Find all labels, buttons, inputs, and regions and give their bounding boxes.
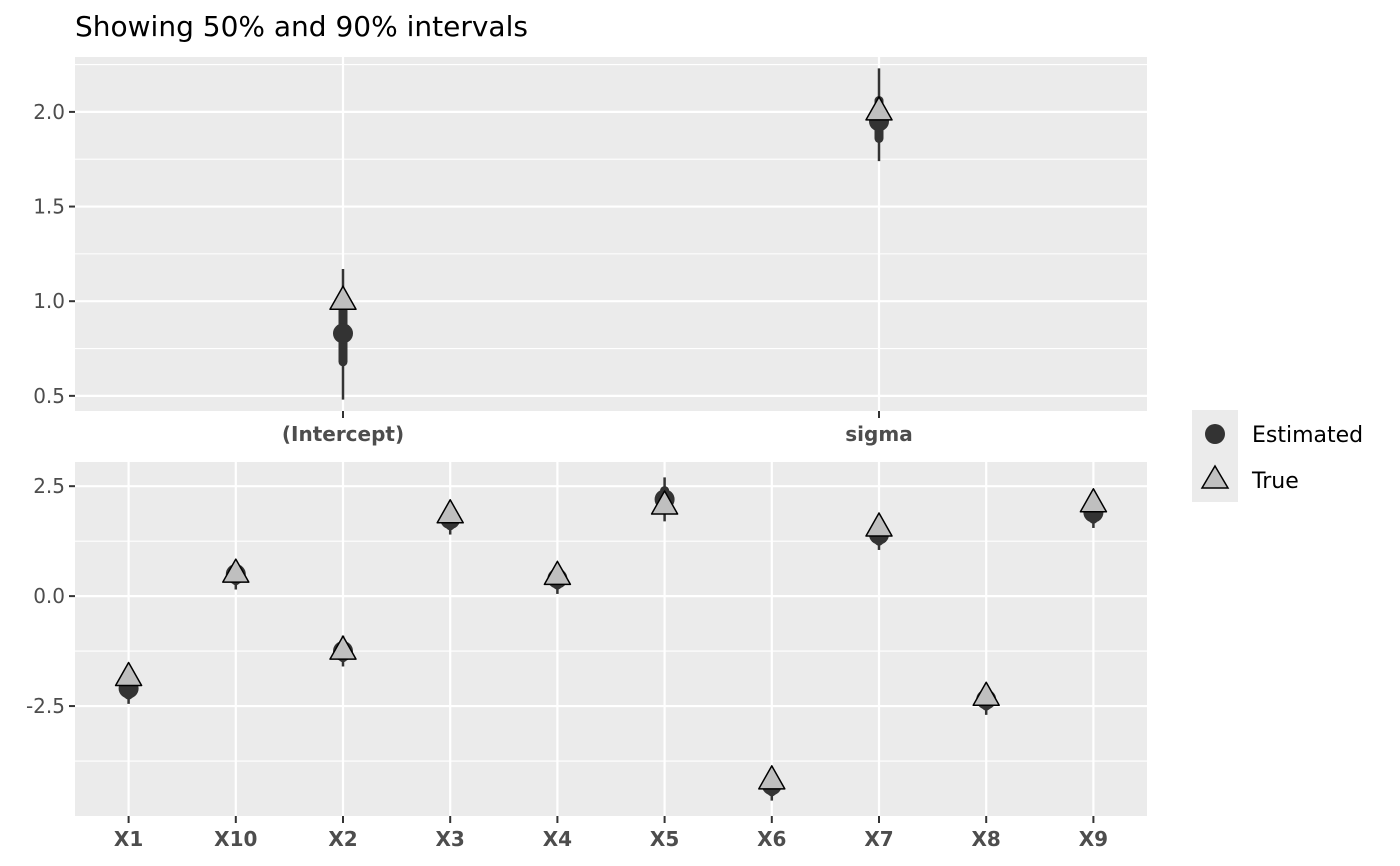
- panel-1: 0.5 1.0 1.5 2.0 (Intercept) sigma: [33, 57, 1147, 446]
- parameter-X5: [650, 477, 679, 522]
- true-point: [436, 499, 464, 524]
- x-tick-label: X2: [328, 827, 357, 851]
- parameter-(Intercept): [329, 269, 357, 400]
- legend-label-true: True: [1251, 469, 1299, 494]
- true-point: [865, 96, 893, 121]
- x-tick-label: sigma: [845, 422, 912, 446]
- parameter-X7: [865, 512, 893, 550]
- y-tick-label: 2.0: [33, 100, 65, 124]
- parameter-X2: [329, 635, 357, 667]
- true-point: [650, 490, 679, 515]
- y-tick-label: -2.5: [26, 694, 65, 718]
- panels: 0.5 1.0 1.5 2.0 (Intercept) sigma -2.5 0.0 2.5 X1…: [26, 57, 1147, 851]
- true-point: [329, 635, 357, 660]
- true-point: [329, 285, 357, 310]
- y-tick-label: 1.0: [33, 289, 65, 313]
- legend-estimated-key: [1205, 424, 1225, 444]
- x-tick-label: X8: [972, 827, 1001, 851]
- y-tick-label: 2.5: [33, 474, 65, 498]
- panel-2: -2.5 0.0 2.5 X1 X10 X2 X3 X4 X5 X6 X7 X8 X9: [26, 462, 1147, 851]
- legend: Estimated True: [1192, 410, 1363, 502]
- chart-title: Showing 50% and 90% intervals: [75, 10, 528, 43]
- y-tick-label: 0.5: [33, 384, 65, 408]
- parameter-X3: [436, 499, 464, 535]
- parameter-sigma: [865, 68, 893, 162]
- true-point: [1079, 488, 1108, 513]
- x-tick-label: (Intercept): [282, 422, 404, 446]
- x-tick-label: X3: [436, 827, 465, 851]
- true-point: [758, 765, 786, 790]
- x-tick-label: X6: [757, 827, 786, 851]
- parameter-X1: [114, 661, 143, 704]
- legend-true-key: [1200, 464, 1230, 489]
- panel-background: [75, 57, 1147, 411]
- x-tick-label: X10: [214, 827, 257, 851]
- legend-label-estimated: Estimated: [1252, 423, 1363, 448]
- true-point: [114, 661, 143, 687]
- true-point: [222, 558, 250, 583]
- x-tick-label: X7: [864, 827, 893, 851]
- parameter-X10: [222, 558, 250, 590]
- x-tick-label: X5: [650, 827, 679, 851]
- x-tick-label: X4: [543, 827, 572, 851]
- parameter-X4: [543, 560, 572, 594]
- parameter-X8: [972, 681, 1000, 715]
- parameter-X9: [1079, 488, 1108, 528]
- x-tick-label: X1: [114, 827, 143, 851]
- true-point: [865, 512, 893, 537]
- true-point: [543, 560, 572, 586]
- estimated-point: [333, 323, 353, 344]
- panel-background: [75, 462, 1147, 816]
- x-tick-label: X9: [1079, 827, 1108, 851]
- y-tick-label: 0.0: [33, 584, 65, 608]
- y-tick-label: 1.5: [33, 195, 65, 219]
- true-point: [972, 681, 1000, 707]
- parameter-X6: [758, 765, 786, 801]
